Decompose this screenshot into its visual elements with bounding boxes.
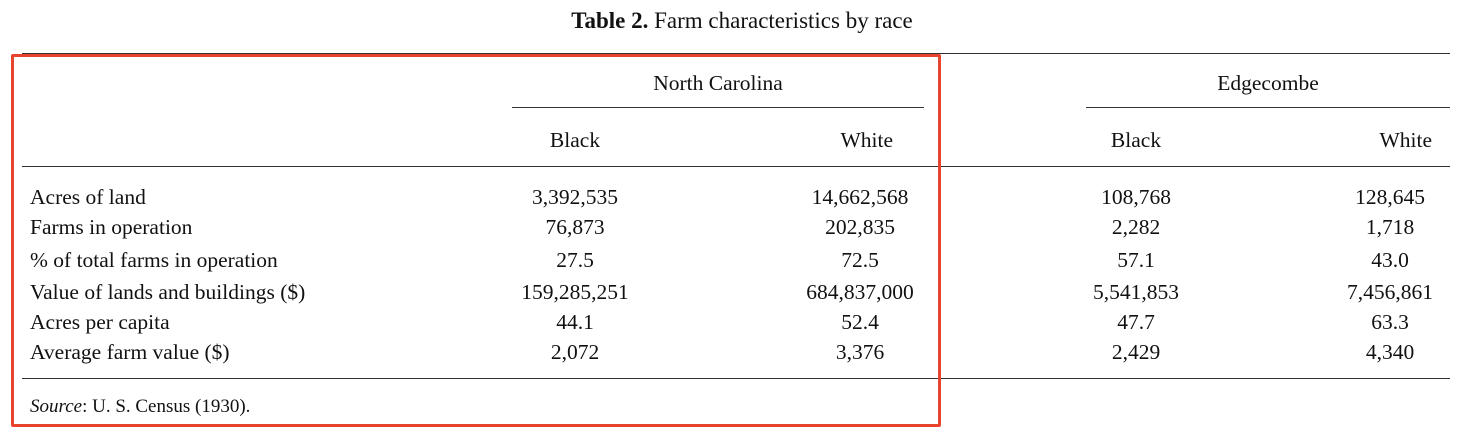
table-caption: Table 2. Farm characteristics by race <box>0 8 1484 34</box>
cell-ed-black: 47.7 <box>1117 310 1155 334</box>
row-label: Acres per capita <box>30 310 170 334</box>
group-header-north-carolina: North Carolina <box>653 71 783 95</box>
cell-nc-white: 52.4 <box>841 310 879 334</box>
cell-nc-white: 72.5 <box>841 248 879 272</box>
cell-ed-black: 5,541,853 <box>1093 280 1179 304</box>
bottom-rule <box>22 378 1450 379</box>
cell-ed-black: 2,282 <box>1111 215 1161 239</box>
cell-nc-black: 3,392,535 <box>532 185 618 209</box>
row-label: Acres of land <box>30 185 146 209</box>
source-text: : U. S. Census (1930). <box>82 396 251 417</box>
row-label: Farms in operation <box>30 215 193 239</box>
group-rule-edgecombe <box>1086 107 1450 108</box>
cell-nc-white: 14,662,568 <box>811 185 909 209</box>
cell-ed-white: 43.0 <box>1371 248 1409 272</box>
top-rule <box>22 53 1450 54</box>
col-header-nc-white: White <box>840 128 893 152</box>
cell-nc-white: 3,376 <box>835 340 885 364</box>
row-label: Average farm value ($) <box>30 340 230 364</box>
cell-ed-white: 128,645 <box>1355 185 1425 209</box>
cell-nc-black: 27.5 <box>556 248 594 272</box>
row-label: % of total farms in operation <box>30 248 278 272</box>
cell-ed-black: 108,768 <box>1101 185 1171 209</box>
col-header-nc-black: Black <box>549 128 601 152</box>
cell-ed-black: 2,429 <box>1111 340 1161 364</box>
cell-nc-black: 44.1 <box>556 310 594 334</box>
cell-ed-black: 57.1 <box>1117 248 1155 272</box>
cell-ed-white: 1,718 <box>1365 215 1415 239</box>
col-header-ed-white: White <box>1379 128 1432 152</box>
cell-nc-white: 202,835 <box>825 215 895 239</box>
highlight-box <box>11 54 941 427</box>
table-number: Table 2. <box>571 8 649 33</box>
cell-nc-black: 76,873 <box>545 215 605 239</box>
cell-nc-black: 159,285,251 <box>521 280 629 304</box>
header-rule <box>22 166 1450 167</box>
cell-ed-white: 63.3 <box>1371 310 1409 334</box>
group-header-edgecombe: Edgecombe <box>1217 71 1319 95</box>
table-source-note: Source: U. S. Census (1930). <box>30 396 250 418</box>
group-rule-north-carolina <box>512 107 924 108</box>
cell-ed-white: 7,456,861 <box>1347 280 1433 304</box>
col-header-ed-black: Black <box>1110 128 1162 152</box>
cell-nc-black: 2,072 <box>550 340 600 364</box>
table-title: Farm characteristics by race <box>654 8 913 33</box>
cell-ed-white: 4,340 <box>1365 340 1415 364</box>
cell-nc-white: 684,837,000 <box>806 280 914 304</box>
row-label: Value of lands and buildings ($) <box>30 280 306 304</box>
source-label: Source <box>30 396 83 417</box>
